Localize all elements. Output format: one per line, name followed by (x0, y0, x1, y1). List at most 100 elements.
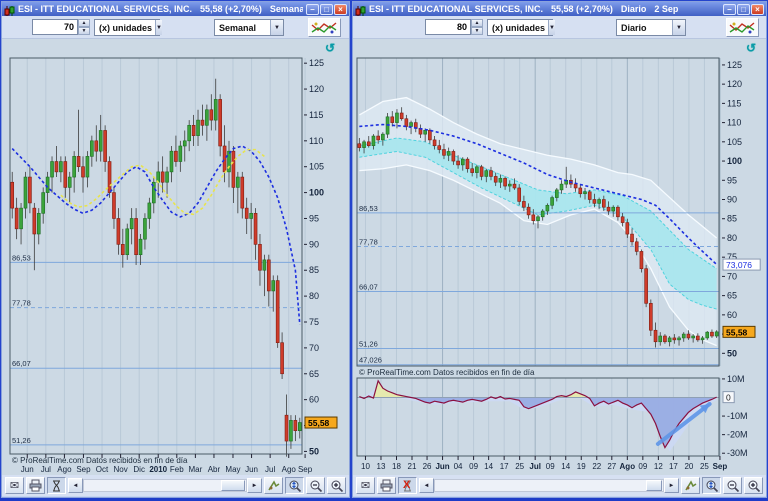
maximize-button[interactable]: □ (320, 4, 333, 15)
email-button[interactable]: ✉ (356, 477, 375, 494)
email-button[interactable]: ✉ (5, 477, 24, 494)
candle (205, 110, 208, 126)
candlestick-icon (355, 4, 366, 15)
scrollbar-thumb[interactable] (646, 480, 662, 491)
data-wait-button[interactable] (47, 477, 66, 494)
zoom-in-icon (747, 479, 761, 493)
units-dropdown[interactable]: (x) unidades▼ (487, 19, 553, 36)
data-stopped-button[interactable]: X (398, 477, 417, 494)
svg-text:115: 115 (727, 98, 741, 108)
hourglass-icon (50, 479, 63, 492)
chart-canvas-weekly[interactable]: 86,5377,7866,0751,2650556065707580859095… (2, 39, 349, 475)
scroll-left-icon[interactable]: ◄ (68, 478, 83, 493)
timeframe-dropdown[interactable]: Diario▼ (616, 19, 686, 36)
svg-text:73,076: 73,076 (726, 260, 752, 270)
close-button[interactable]: × (751, 4, 764, 15)
zoom-out-button[interactable] (723, 477, 742, 494)
units-count-spinner[interactable]: ▲▼ (425, 19, 483, 35)
timeframe-label: Semanal (270, 4, 303, 14)
candle (527, 207, 530, 215)
candle (649, 303, 652, 330)
timeframe-label: Diario (621, 4, 647, 14)
zoom-out-icon (726, 479, 740, 493)
chevron-down-icon[interactable]: ▼ (270, 20, 283, 35)
candle (377, 136, 380, 140)
timeframe-dropdown[interactable]: Semanal▼ (214, 19, 284, 36)
horizontal-scrollbar[interactable]: ◄ ► (419, 478, 679, 493)
minimize-button[interactable]: – (306, 4, 319, 15)
titlebar-weekly[interactable]: ESI - ITT EDUCATIONAL SERVICES, INC.55,5… (2, 2, 349, 16)
svg-text:Dic: Dic (133, 465, 145, 474)
maximize-button[interactable]: □ (737, 4, 750, 15)
print-button[interactable] (377, 477, 396, 494)
units-dropdown[interactable]: (x) unidades▼ (94, 19, 160, 36)
minimize-button[interactable]: – (723, 4, 736, 15)
svg-text:55,58: 55,58 (308, 418, 330, 428)
chevron-down-icon[interactable]: ▼ (548, 20, 555, 35)
symbol-name: ESI - ITT EDUCATIONAL SERVICES, INC. (369, 4, 543, 14)
candle (281, 343, 284, 374)
candle (593, 200, 596, 204)
svg-text:51,26: 51,26 (12, 436, 31, 445)
svg-text:Abr: Abr (208, 465, 221, 474)
units-count-spinner[interactable]: ▲▼ (32, 19, 90, 35)
scroll-left-icon[interactable]: ◄ (419, 478, 434, 493)
scroll-right-icon[interactable]: ► (664, 478, 679, 493)
candle (363, 142, 366, 148)
zoom-select-button[interactable] (702, 477, 721, 494)
titlebar-daily[interactable]: ESI - ITT EDUCATIONAL SERVICES, INC.55,5… (353, 2, 766, 16)
svg-text:-10M: -10M (727, 411, 748, 421)
restore-zoom-icon[interactable]: ↺ (746, 41, 756, 55)
candle (687, 334, 690, 338)
svg-text:© ProRealTime.com Datos recib: © ProRealTime.com Datos recibidos en fin… (359, 368, 535, 377)
horizontal-scrollbar[interactable]: ◄ ► (68, 478, 262, 493)
candle (367, 142, 370, 146)
chart-style-button[interactable] (726, 18, 759, 37)
svg-text:86,53: 86,53 (12, 253, 31, 262)
svg-text:13: 13 (377, 462, 386, 471)
zoom-in-button[interactable] (327, 477, 346, 494)
svg-text:14: 14 (484, 462, 493, 471)
svg-text:18: 18 (392, 462, 401, 471)
units-count-input[interactable] (32, 19, 78, 35)
units-count-input[interactable] (425, 19, 471, 35)
candle (77, 156, 80, 166)
candle (161, 172, 164, 182)
print-button[interactable] (26, 477, 45, 494)
candle (645, 269, 648, 304)
scrollbar-thumb[interactable] (221, 480, 245, 491)
spin-up-icon[interactable]: ▲ (471, 19, 483, 27)
candle (433, 140, 436, 146)
candle (298, 423, 301, 431)
scroll-right-icon[interactable]: ► (247, 478, 262, 493)
svg-text:66,07: 66,07 (12, 359, 31, 368)
chevron-down-icon[interactable]: ▼ (155, 20, 162, 35)
svg-text:Jul: Jul (265, 465, 275, 474)
spin-down-icon[interactable]: ▼ (471, 27, 483, 35)
cursor-tool-button[interactable] (264, 477, 283, 494)
candle (201, 120, 204, 125)
chart-canvas-daily[interactable]: 86,5377,7866,0751,2647,02650556065707580… (353, 39, 766, 475)
scrollbar-track[interactable] (83, 479, 247, 492)
restore-zoom-icon[interactable]: ↺ (325, 41, 335, 55)
svg-text:© ProRealTime.com Datos recib: © ProRealTime.com Datos recibidos en fin… (12, 456, 188, 465)
cursor-tool-button[interactable] (681, 477, 700, 494)
spin-down-icon[interactable]: ▼ (78, 27, 90, 35)
candle (236, 177, 239, 187)
svg-text:Jul: Jul (41, 465, 51, 474)
spin-up-icon[interactable]: ▲ (78, 19, 90, 27)
chart-style-button[interactable] (308, 18, 341, 37)
chevron-down-icon[interactable]: ▼ (672, 20, 685, 35)
window-title: ESI - ITT EDUCATIONAL SERVICES, INC.55,5… (369, 4, 720, 14)
close-button[interactable]: × (334, 4, 347, 15)
candle (28, 177, 31, 203)
candle (73, 156, 76, 177)
candle (148, 203, 151, 219)
scrollbar-track[interactable] (434, 479, 664, 492)
candle (532, 215, 535, 221)
zoom-in-button[interactable] (744, 477, 763, 494)
zoom-out-button[interactable] (306, 477, 325, 494)
candle (104, 130, 107, 161)
candle (24, 177, 27, 208)
zoom-select-button[interactable] (285, 477, 304, 494)
